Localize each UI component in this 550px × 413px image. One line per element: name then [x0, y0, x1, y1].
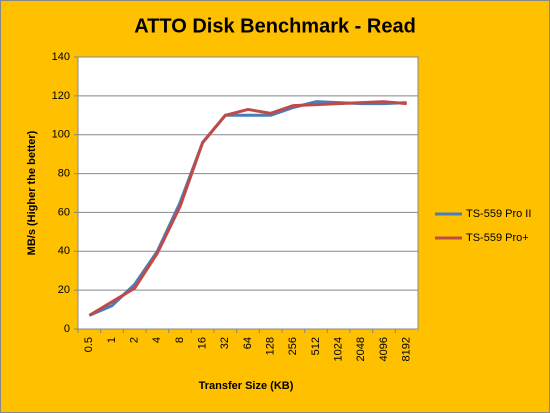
x-tick-label: 512 [310, 337, 322, 355]
legend-label: TS-559 Pro+ [466, 232, 529, 244]
y-tick-label: 100 [52, 129, 70, 141]
x-tick-label: 128 [265, 337, 277, 355]
y-tick-label: 60 [58, 206, 70, 218]
x-tick-label: 32 [219, 337, 231, 349]
y-tick-label: 120 [52, 90, 70, 102]
chart-title: ATTO Disk Benchmark - Read [134, 15, 416, 37]
y-tick-label: 20 [58, 284, 70, 296]
x-tick-label: 1024 [333, 337, 345, 361]
legend-label: TS-559 Pro II [466, 208, 531, 220]
y-tick-label: 80 [58, 167, 70, 179]
y-tick-label: 140 [52, 51, 70, 63]
y-axis-label: MB/s (Higher the better) [26, 130, 38, 255]
x-tick-label: 4 [151, 337, 163, 343]
series-line [88, 100, 407, 317]
x-tick-label: 8 [174, 337, 186, 343]
x-tick-label: 256 [287, 337, 299, 355]
y-tick-label: 0 [64, 323, 70, 335]
y-tick-label: 40 [58, 245, 70, 257]
x-tick-label: 2048 [355, 337, 367, 361]
x-tick-label: 0.5 [83, 337, 95, 352]
x-tick-label: 1 [106, 337, 118, 343]
x-tick-label: 8192 [401, 337, 413, 361]
x-tick-label: 4096 [378, 337, 390, 361]
x-tick-label: 16 [197, 337, 209, 349]
x-tick-label: 2 [129, 337, 141, 343]
x-axis-label: Transfer Size (KB) [199, 380, 294, 392]
x-tick-label: 64 [242, 337, 254, 349]
